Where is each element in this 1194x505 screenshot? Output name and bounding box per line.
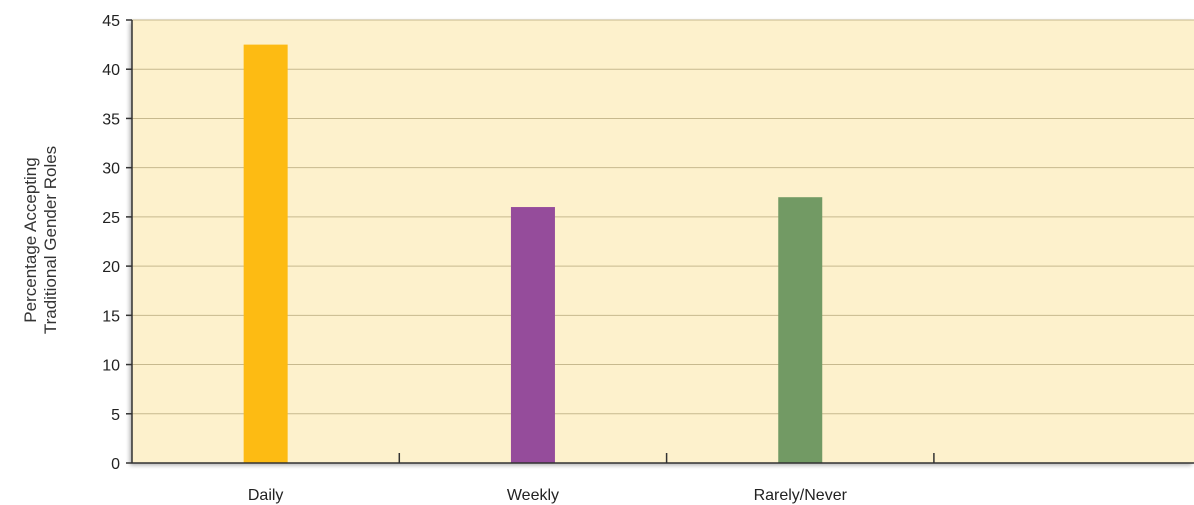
gridlines bbox=[132, 19, 1194, 415]
y-tick-label: 40 bbox=[102, 62, 120, 79]
bar-rarely-never bbox=[778, 197, 823, 463]
y-tick-label: 35 bbox=[102, 111, 120, 128]
y-axis-title-line: Percentage Accepting bbox=[21, 157, 40, 322]
y-tick-label: 25 bbox=[102, 210, 120, 227]
y-tick-label: 5 bbox=[111, 407, 120, 424]
y-tick-labels: 0 5 10 15 20 25 30 35 40 45 bbox=[102, 13, 120, 473]
bar-daily bbox=[243, 44, 288, 463]
y-tick-label: 10 bbox=[102, 358, 120, 375]
bars bbox=[243, 44, 823, 463]
x-tick-label: Rarely/Never bbox=[754, 487, 848, 504]
axes bbox=[126, 19, 1194, 464]
y-tick-label: 20 bbox=[102, 259, 120, 276]
y-tick-label: 15 bbox=[102, 308, 120, 325]
y-tick-label: 45 bbox=[102, 13, 120, 30]
y-axis-title: Percentage AcceptingTraditional Gender R… bbox=[21, 146, 60, 334]
plot-area bbox=[132, 20, 1194, 463]
x-tick-label: Weekly bbox=[507, 487, 559, 504]
x-tick-label: Daily bbox=[248, 487, 284, 504]
x-tick-labels: Daily Weekly Rarely/Never bbox=[248, 487, 848, 504]
bar-weekly bbox=[510, 207, 555, 463]
y-tick-label: 30 bbox=[102, 161, 120, 178]
y-axis-title-line: Traditional Gender Roles bbox=[41, 146, 60, 334]
y-tick-label: 0 bbox=[111, 456, 120, 473]
